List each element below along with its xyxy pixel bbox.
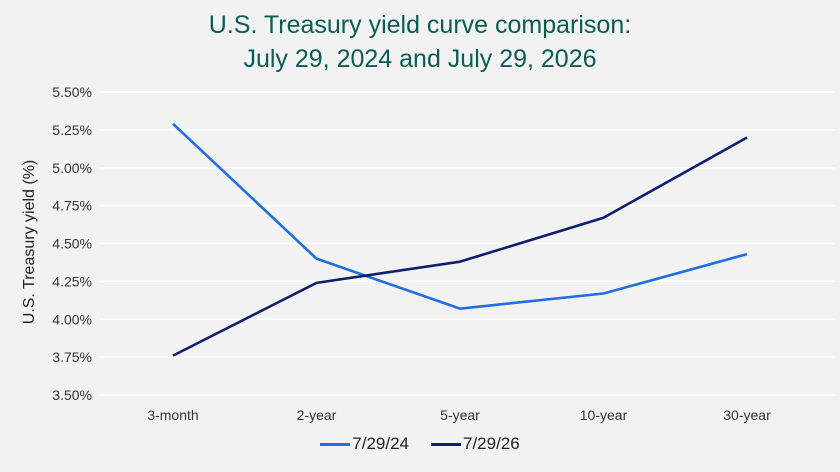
y-tick-label: 3.75% xyxy=(52,349,92,365)
legend-item-2: 7/29/26 xyxy=(431,434,520,454)
series-line-2 xyxy=(172,136,748,357)
x-tick-label: 5-year xyxy=(440,407,480,423)
legend-swatch xyxy=(320,442,351,446)
y-axis-label: U.S. Treasury yield (%) xyxy=(21,160,38,324)
x-tick-label: 10-year xyxy=(580,407,628,423)
y-axis-ticks: 5.50% 5.25% 5.00% 4.75% 4.50% 4.25% 4.00% 3.75%… xyxy=(52,84,92,403)
legend-item-1: 7/29/24 xyxy=(320,434,409,454)
y-tick-label: 4.75% xyxy=(52,198,92,214)
x-tick-label: 2-year xyxy=(297,407,337,423)
legend: 7/29/24 7/29/26 xyxy=(0,434,840,454)
legend-label: 7/29/26 xyxy=(463,434,520,453)
legend-swatch xyxy=(431,442,461,446)
x-axis-ticks: 3-month 2-year 5-year 10-year 30-year xyxy=(147,407,771,423)
y-tick-label: 5.25% xyxy=(52,122,92,138)
x-tick-label: 3-month xyxy=(147,407,198,423)
y-tick-label: 4.50% xyxy=(52,236,92,252)
y-tick-label: 5.00% xyxy=(52,160,92,176)
series-lines xyxy=(172,122,748,357)
chart-title: U.S. Treasury yield curve comparison: Ju… xyxy=(0,8,840,76)
x-tick-label: 30-year xyxy=(723,407,771,423)
y-tick-label: 3.50% xyxy=(52,387,92,403)
chart-title-line-1: U.S. Treasury yield curve comparison: xyxy=(208,11,632,39)
y-tick-label: 5.50% xyxy=(52,84,92,100)
chart-title-line-2: July 29, 2024 and July 29, 2026 xyxy=(243,45,597,73)
y-tick-label: 4.00% xyxy=(52,311,92,327)
legend-label: 7/29/24 xyxy=(352,434,409,453)
gridlines xyxy=(100,91,835,396)
series-line-1 xyxy=(172,122,748,310)
y-tick-label: 4.25% xyxy=(52,273,92,289)
